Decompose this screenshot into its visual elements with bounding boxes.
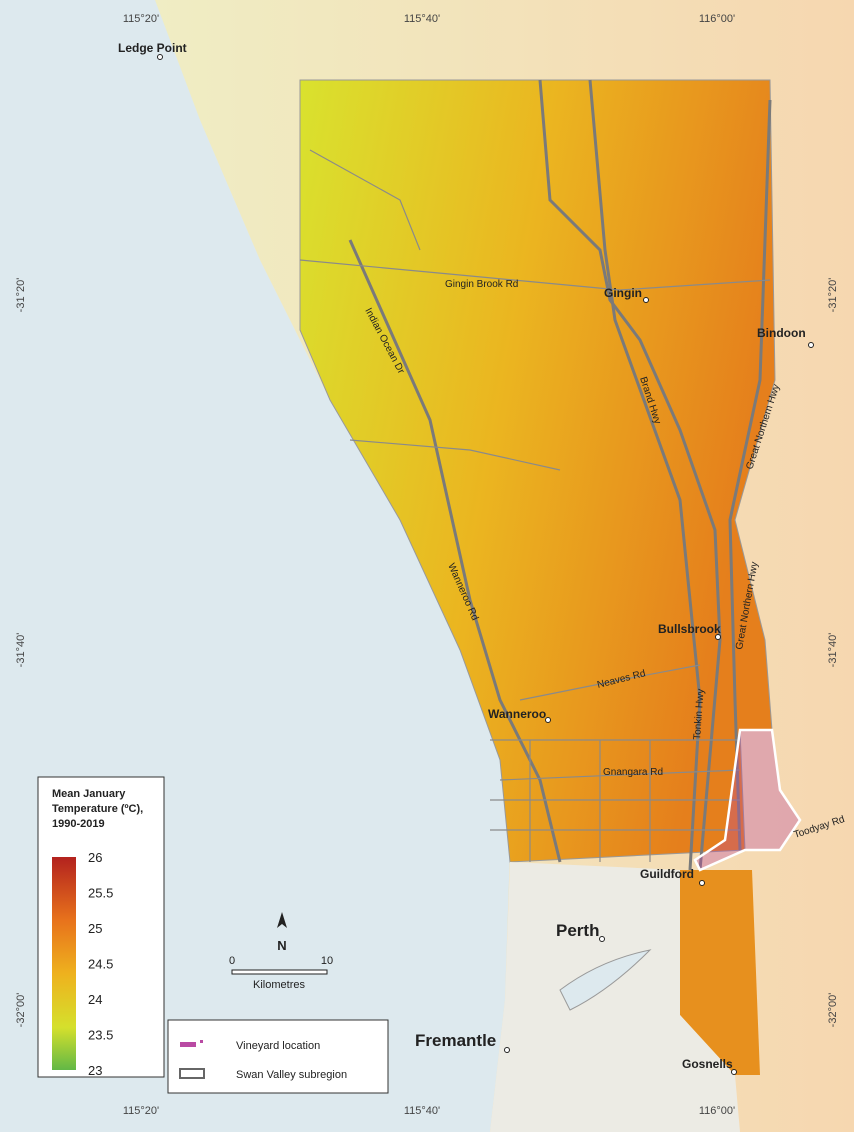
color-ramp bbox=[52, 857, 76, 1070]
graticule-label: 116°00' bbox=[699, 13, 735, 25]
legend-tick-label: 24.5 bbox=[88, 957, 113, 972]
place-label: Gingin bbox=[604, 286, 642, 300]
place-label: Bullsbrook bbox=[658, 622, 721, 636]
scale-tick: 10 bbox=[321, 955, 333, 967]
key-label: Swan Valley subregion bbox=[236, 1069, 347, 1081]
place-label: Guildford bbox=[640, 867, 694, 881]
north-arrow: N bbox=[277, 912, 287, 953]
place-dot bbox=[699, 880, 705, 886]
road-label: Gingin Brook Rd bbox=[445, 279, 518, 290]
place-dot bbox=[599, 936, 605, 942]
legend-tick-label: 23.5 bbox=[88, 1028, 113, 1043]
graticule-label: -31°40' bbox=[827, 633, 839, 668]
legend-title: Mean January bbox=[52, 788, 126, 800]
legend: Mean January Temperature (ºC), 1990-2019… bbox=[37, 776, 165, 1078]
legend-title: 1990-2019 bbox=[52, 818, 105, 830]
legend-tick-label: 23 bbox=[88, 1063, 102, 1078]
graticule-label: 115°40' bbox=[404, 1105, 440, 1117]
place-label: Wanneroo bbox=[488, 707, 546, 721]
urban-area bbox=[490, 862, 740, 1132]
place-label: Fremantle bbox=[415, 1031, 496, 1050]
legend-tick-label: 25 bbox=[88, 921, 102, 936]
place-dot bbox=[545, 717, 551, 723]
place-dot bbox=[715, 634, 721, 640]
graticule-label: 115°20' bbox=[123, 1105, 159, 1117]
place-dot bbox=[504, 1047, 510, 1053]
scale-tick: 0 bbox=[229, 955, 235, 967]
scale-bar: 0 10 Kilometres bbox=[229, 955, 333, 991]
key: Vineyard location Swan Valley subregion bbox=[167, 1019, 389, 1094]
legend-tick-label: 25.5 bbox=[88, 886, 113, 901]
graticule-label: -32°00' bbox=[15, 993, 27, 1028]
swan-river bbox=[559, 949, 652, 1011]
key-label: Vineyard location bbox=[236, 1040, 320, 1052]
swan-valley-outline bbox=[693, 728, 802, 872]
graticule-label: -32°00' bbox=[827, 993, 839, 1028]
legend-title: Temperature (ºC), bbox=[52, 803, 143, 815]
place-dot bbox=[808, 342, 814, 348]
graticule-label: -31°40' bbox=[15, 633, 27, 668]
scale-unit: Kilometres bbox=[253, 979, 305, 991]
graticule-label: -31°20' bbox=[827, 278, 839, 313]
place-dot bbox=[731, 1069, 737, 1075]
place-dot bbox=[157, 54, 163, 60]
north-label: N bbox=[277, 938, 286, 953]
south-region bbox=[680, 870, 760, 1075]
road-label: Tonkin Hwy bbox=[692, 688, 707, 740]
place-label: Bindoon bbox=[757, 326, 806, 340]
graticule-label: 116°00' bbox=[699, 1105, 735, 1117]
place-label: Perth bbox=[556, 921, 599, 940]
legend-tick-label: 24 bbox=[88, 992, 102, 1007]
road-label: Gnangara Rd bbox=[603, 767, 663, 778]
graticule-label: 115°40' bbox=[404, 13, 440, 25]
place-dot bbox=[643, 297, 649, 303]
graticule-label: 115°20' bbox=[123, 13, 159, 25]
place-label: Ledge Point bbox=[118, 41, 187, 55]
graticule-label: -31°20' bbox=[15, 278, 27, 313]
legend-tick-label: 26 bbox=[88, 850, 102, 865]
place-label: Gosnells bbox=[682, 1057, 733, 1071]
